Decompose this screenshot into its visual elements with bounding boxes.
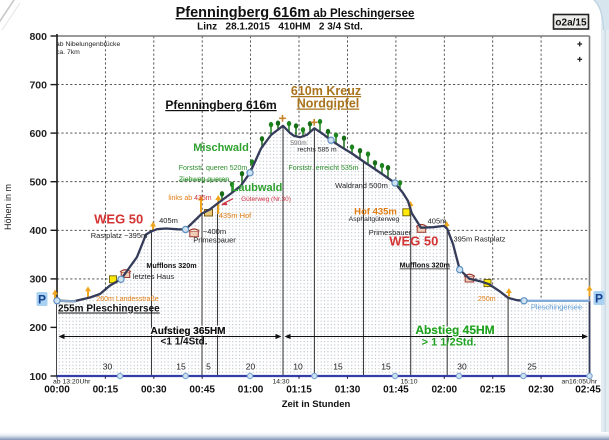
svg-text:250m: 250m bbox=[478, 296, 496, 303]
svg-text:100: 100 bbox=[29, 371, 47, 383]
svg-text:25: 25 bbox=[527, 362, 537, 372]
svg-text:Aufstieg 365HM: Aufstieg 365HM bbox=[150, 326, 225, 337]
svg-text:~400m: ~400m bbox=[203, 227, 226, 236]
svg-text:ca. 7km: ca. 7km bbox=[56, 49, 80, 56]
svg-text:Zeit in Stunden: Zeit in Stunden bbox=[282, 399, 351, 410]
svg-text:> 1 1/2Std.: > 1 1/2Std. bbox=[422, 337, 477, 349]
svg-text:Pfenningberg 616m ab Plesching: Pfenningberg 616m ab Pleschingersee bbox=[176, 5, 415, 21]
svg-text:Laubwald: Laubwald bbox=[232, 182, 283, 194]
svg-text:Rastplatz ~395m: Rastplatz ~395m bbox=[91, 231, 148, 240]
svg-text:00:15: 00:15 bbox=[93, 385, 119, 396]
svg-text:Mufflons 320m: Mufflons 320m bbox=[146, 261, 196, 270]
svg-text:ab Nibelungenbrücke: ab Nibelungenbrücke bbox=[56, 41, 120, 48]
svg-text:Höhen in m: Höhen in m bbox=[3, 184, 13, 230]
svg-text:435m Hof: 435m Hof bbox=[219, 211, 252, 220]
svg-text:15: 15 bbox=[176, 362, 186, 372]
svg-text:800: 800 bbox=[29, 31, 47, 43]
svg-text:01:45: 01:45 bbox=[383, 385, 409, 396]
svg-text:15:10: 15:10 bbox=[400, 378, 417, 385]
svg-text:15: 15 bbox=[381, 362, 391, 372]
svg-text:405m: 405m bbox=[428, 217, 447, 226]
svg-text:400: 400 bbox=[29, 225, 47, 237]
svg-text:Asphaltgüterweg: Asphaltgüterweg bbox=[349, 216, 400, 223]
svg-text:5: 5 bbox=[206, 362, 211, 372]
svg-text:30: 30 bbox=[457, 362, 467, 372]
svg-text:Forststr. queren 520m: Forststr. queren 520m bbox=[179, 165, 248, 172]
svg-text:ab 13:20Uhr: ab 13:20Uhr bbox=[53, 378, 91, 385]
svg-text:an16:05Uhr: an16:05Uhr bbox=[561, 378, 597, 385]
svg-text:30: 30 bbox=[103, 362, 113, 372]
svg-text:Hof 435m: Hof 435m bbox=[354, 207, 397, 218]
svg-text:15: 15 bbox=[333, 362, 343, 372]
svg-text:WEG 50: WEG 50 bbox=[389, 234, 438, 249]
svg-text:590m: 590m bbox=[290, 140, 306, 147]
svg-text:rechts 585 m: rechts 585 m bbox=[297, 147, 337, 154]
svg-text:600: 600 bbox=[29, 128, 47, 140]
svg-text:02:00: 02:00 bbox=[432, 385, 458, 396]
svg-text:Ziehweg queren: Ziehweg queren bbox=[179, 177, 229, 184]
svg-text:Aufstieg 365HM: Aufstieg 365HM bbox=[150, 326, 225, 337]
svg-text:610m Kreuz: 610m Kreuz bbox=[291, 84, 361, 98]
svg-text:02:15: 02:15 bbox=[480, 385, 506, 396]
svg-text:300: 300 bbox=[29, 274, 47, 286]
svg-text:260m Landesstraße: 260m Landesstraße bbox=[96, 296, 158, 303]
svg-text:00:45: 00:45 bbox=[189, 385, 215, 396]
svg-text:Waldrand 500m: Waldrand 500m bbox=[335, 181, 388, 190]
svg-text:14:30: 14:30 bbox=[272, 378, 289, 385]
svg-text:01:00: 01:00 bbox=[238, 385, 264, 396]
svg-text:02:30: 02:30 bbox=[528, 385, 554, 396]
svg-text:letztes Haus: letztes Haus bbox=[133, 272, 175, 281]
svg-text:01:15: 01:15 bbox=[286, 385, 312, 396]
svg-text:700: 700 bbox=[29, 79, 47, 91]
svg-text:00:30: 00:30 bbox=[141, 385, 167, 396]
svg-text:10: 10 bbox=[293, 362, 303, 372]
svg-text:01:30: 01:30 bbox=[335, 385, 361, 396]
svg-text:20: 20 bbox=[246, 362, 256, 372]
svg-text:Mischwald: Mischwald bbox=[193, 142, 249, 154]
svg-text:Linz 28.1.2015 410HM 2 3: Linz 28.1.2015 410HM 2 3/4 Std. bbox=[197, 22, 363, 33]
svg-text:Güterweg (Nr.30): Güterweg (Nr.30) bbox=[241, 196, 291, 203]
svg-text:Primesbauer: Primesbauer bbox=[193, 236, 236, 245]
svg-text:o2a/15: o2a/15 bbox=[555, 18, 587, 29]
svg-text:405m: 405m bbox=[159, 216, 178, 225]
svg-text:P: P bbox=[38, 293, 46, 307]
svg-text:<1 1/4Std.: <1 1/4Std. bbox=[161, 337, 208, 348]
svg-text:Pleschingersee: Pleschingersee bbox=[531, 303, 582, 312]
svg-text:Nordgipfel: Nordgipfel bbox=[297, 97, 360, 111]
svg-text:395m Rastplatz: 395m Rastplatz bbox=[453, 235, 505, 244]
svg-text:02:45: 02:45 bbox=[575, 385, 601, 396]
svg-text:Pfenningberg 616m: Pfenningberg 616m bbox=[165, 98, 276, 112]
svg-text:500: 500 bbox=[29, 177, 47, 189]
svg-text:WEG 50: WEG 50 bbox=[94, 212, 143, 227]
svg-text:00:00: 00:00 bbox=[44, 385, 70, 396]
svg-text:255m Pleschingersee: 255m Pleschingersee bbox=[58, 304, 160, 315]
svg-text:Forststr. erreicht 535m: Forststr. erreicht 535m bbox=[288, 165, 358, 172]
svg-text:Mufflons 320m: Mufflons 320m bbox=[400, 261, 450, 270]
svg-text:Primesbauer: Primesbauer bbox=[369, 228, 412, 237]
svg-text:Abstieg 45HM: Abstieg 45HM bbox=[415, 323, 494, 337]
svg-text:Abstieg 45HM: Abstieg 45HM bbox=[415, 323, 494, 337]
svg-text:links ab 435m: links ab 435m bbox=[168, 195, 211, 202]
svg-text:P: P bbox=[595, 292, 603, 306]
svg-text:200: 200 bbox=[29, 322, 47, 334]
